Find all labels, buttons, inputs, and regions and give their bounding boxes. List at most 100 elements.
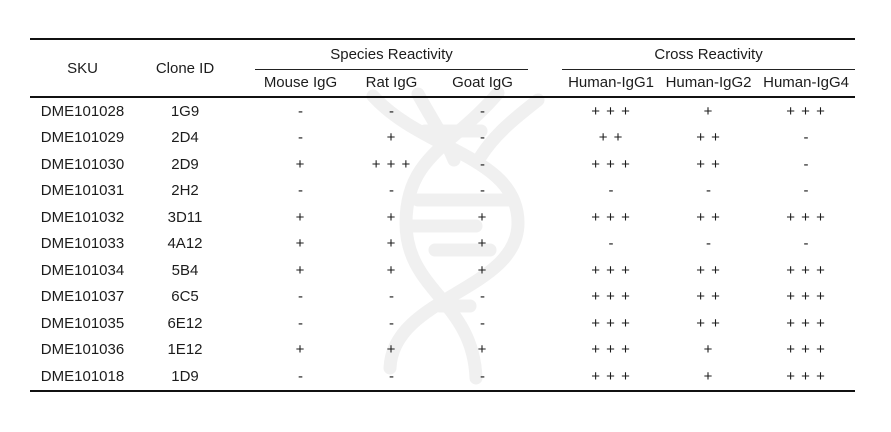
group-header-cross-reactivity: Cross Reactivity (562, 37, 856, 70)
human-igg2-cell: - (706, 182, 712, 200)
goat-igg-cell: - (480, 182, 486, 200)
table-row: DME101031 2H2 - - - - - - (30, 178, 855, 205)
human-igg1-cell: + + + (591, 102, 631, 120)
clone-id-cell: 6E12 (167, 314, 203, 332)
human-igg4-cell: - (803, 235, 809, 253)
mouse-igg-cell: + (295, 341, 306, 359)
human-igg2-cell: + + (696, 155, 721, 173)
human-igg1-cell: + + + (591, 155, 631, 173)
goat-igg-cell: - (480, 102, 486, 120)
human-igg2-cell: + + (696, 314, 721, 332)
reactivity-table: SKU Clone ID Species Reactivity Cross Re… (30, 37, 856, 392)
human-igg2-cell: + (703, 102, 714, 120)
spacer-cell (235, 257, 255, 284)
mouse-igg-cell: + (295, 208, 306, 226)
clone-id-cell: 1E12 (167, 341, 203, 359)
rat-igg-cell: - (346, 363, 437, 392)
spacer-cell (235, 310, 255, 337)
table-row: DME101036 1E12 + + + + + + + + + + (30, 337, 855, 364)
sku-cell: DME101018 (30, 363, 135, 392)
col-header-human-igg1: Human-IgG1 (562, 69, 661, 98)
mouse-igg-cell: + (295, 261, 306, 279)
human-igg2-cell: + + (696, 288, 721, 306)
human-igg1-cell: + + + (591, 288, 631, 306)
spacer-cell (235, 231, 255, 258)
human-igg2-cell: + + (696, 129, 721, 147)
rat-igg-cell: + (386, 129, 397, 147)
table-row: DME101030 2D9 + + + + - + + + + + - (30, 151, 855, 178)
col-header-clone-id: Clone ID (135, 38, 235, 98)
spacer-cell (528, 337, 562, 364)
human-igg1-cell: - (608, 235, 614, 253)
human-igg2-cell: + + (696, 208, 721, 226)
human-igg4-cell: + + + (786, 314, 826, 332)
goat-igg-cell: - (437, 363, 529, 392)
col-header-mouse-igg: Mouse IgG (255, 69, 346, 98)
mouse-igg-cell: - (255, 363, 346, 392)
human-igg1-cell: + + + (591, 341, 631, 359)
spacer-cell (528, 204, 562, 231)
spacer-cell (235, 178, 255, 205)
spacer-cell (235, 204, 255, 231)
spacer-cell (528, 151, 562, 178)
spacer-cell (528, 178, 562, 205)
sku-cell: DME101032 (40, 208, 125, 226)
rat-igg-cell: + (386, 235, 397, 253)
table-row: DME101037 6C5 - - - + + + + + + + + (30, 284, 855, 311)
goat-igg-cell: - (480, 155, 486, 173)
human-igg1-cell: - (608, 182, 614, 200)
table-row: DME101029 2D4 - + - + + + + - (30, 125, 855, 152)
goat-igg-cell: + (477, 208, 488, 226)
clone-id-cell: 6C5 (171, 288, 199, 306)
table-row: DME101032 3D11 + + + + + + + + + + + (30, 204, 855, 231)
rat-igg-cell: + (386, 261, 397, 279)
clone-id-cell: 2D4 (171, 129, 199, 147)
human-igg2-cell: + + (696, 261, 721, 279)
mouse-igg-cell: + (295, 155, 306, 173)
human-igg4-cell: - (803, 155, 809, 173)
rat-igg-cell: + (386, 341, 397, 359)
rat-igg-cell: + (386, 208, 397, 226)
clone-id-cell: 1G9 (170, 102, 200, 120)
clone-id-cell: 2H2 (171, 182, 199, 200)
human-igg4-cell: + + + (786, 341, 826, 359)
spacer-cell (235, 151, 255, 178)
sku-cell: DME101035 (40, 314, 125, 332)
human-igg4-cell: - (803, 182, 809, 200)
goat-igg-cell: + (477, 235, 488, 253)
goat-igg-cell: - (480, 129, 486, 147)
human-igg4-cell: + + + (786, 208, 826, 226)
group-header-species-reactivity: Species Reactivity (255, 37, 529, 70)
sku-cell: DME101033 (40, 235, 125, 253)
human-igg1-cell: + + + (591, 261, 631, 279)
clone-id-cell: 4A12 (167, 235, 203, 253)
human-igg1-cell: + + + (591, 208, 631, 226)
rat-igg-cell: + + + (371, 155, 412, 173)
header-spacer (528, 38, 563, 98)
human-igg4-cell: - (803, 129, 809, 147)
rat-igg-cell: - (389, 288, 394, 306)
human-igg2-cell: + (660, 363, 758, 392)
sku-cell: DME101036 (40, 341, 125, 359)
group-header-row: SKU Clone ID Species Reactivity Cross Re… (30, 37, 856, 98)
human-igg4-cell: + + + (786, 261, 826, 279)
human-igg1-cell: + + + (591, 314, 631, 332)
col-header-rat-igg: Rat IgG (346, 69, 437, 98)
table-row: DME101018 1D9- - - + + + + + + + (30, 363, 856, 392)
rat-igg-cell: - (389, 182, 394, 200)
table-row: DME101035 6E12 - - - + + + + + + + + (30, 310, 855, 337)
sub-header-row: Mouse IgG Rat IgG Goat IgG Human-IgG1 Hu… (30, 69, 856, 98)
sku-cell: DME101030 (40, 155, 125, 173)
clone-id-cell: 2D9 (171, 155, 199, 173)
spacer-cell (235, 337, 255, 364)
mouse-igg-cell: - (298, 129, 303, 147)
clone-id-cell: 3D11 (167, 208, 203, 226)
human-igg4-cell: + + + (786, 102, 826, 120)
goat-igg-cell: + (477, 261, 488, 279)
goat-igg-cell: + (477, 341, 488, 359)
rat-igg-cell: - (389, 314, 394, 332)
mouse-igg-cell: - (298, 102, 303, 120)
sku-cell: DME101031 (40, 182, 125, 200)
sku-cell: DME101028 (40, 102, 125, 120)
col-header-goat-igg: Goat IgG (437, 69, 529, 98)
